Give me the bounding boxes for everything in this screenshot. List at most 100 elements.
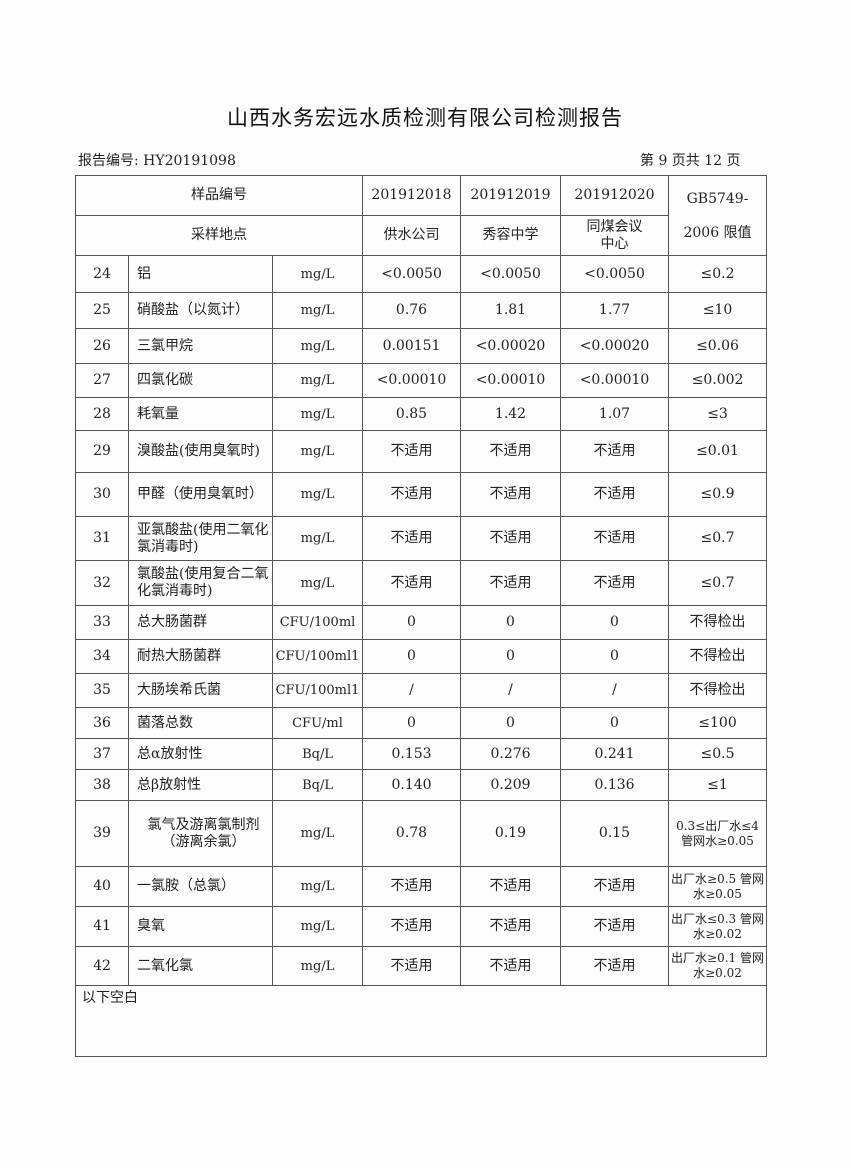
- limit-value: ≤0.7: [668, 516, 768, 561]
- value-sample-3: 不适用: [560, 472, 670, 517]
- unit: Bq/L: [271, 769, 364, 801]
- item-name: 氯酸盐(使用复合二氧化氯消毒时): [128, 560, 273, 606]
- value-sample-1: 不适用: [362, 866, 462, 907]
- unit: mg/L: [271, 946, 364, 986]
- limit-value: ≤0.5: [668, 738, 768, 770]
- item-name: 氯气及游离氯制剂（游离余氯）: [128, 800, 273, 867]
- value-sample-3: <0.00010: [560, 363, 670, 398]
- row-index: 36: [75, 707, 129, 739]
- sample-location: 供水公司: [362, 215, 462, 256]
- limit-value: ≤1: [668, 769, 768, 801]
- value-sample-1: 0.78: [362, 800, 462, 867]
- value-sample-1: 不适用: [362, 560, 462, 606]
- item-name: 菌落总数: [128, 707, 273, 739]
- table-row: 37 总α放射性 Bq/L 0.153 0.276 0.241 ≤0.5: [75, 738, 768, 770]
- limit-value: 0.3≤出厂水≤4 管网水≥0.05: [668, 800, 768, 867]
- row-index: 42: [75, 946, 129, 986]
- table-row: 39 氯气及游离氯制剂（游离余氯） mg/L 0.78 0.19 0.15 0.3≤出厂水≤…: [75, 800, 768, 867]
- value-sample-2: 不适用: [460, 906, 562, 947]
- row-index: 35: [75, 673, 129, 708]
- sample-no: 201912020: [560, 175, 670, 216]
- value-sample-3: 0.241: [560, 738, 670, 770]
- limit-value: ≤0.002: [668, 363, 768, 398]
- location-label: 采样地点: [74, 215, 364, 256]
- table-row: 29 溴酸盐(使用臭氧时) mg/L 不适用 不适用 不适用 ≤0.01: [75, 430, 768, 473]
- unit: mg/L: [271, 906, 364, 947]
- value-sample-2: 0: [460, 639, 562, 674]
- unit: CFU/ml: [271, 707, 364, 739]
- row-index: 39: [75, 800, 129, 867]
- value-sample-2: 0.276: [460, 738, 562, 770]
- unit: mg/L: [271, 328, 364, 364]
- unit: mg/L: [271, 560, 364, 606]
- row-index: 31: [75, 516, 129, 561]
- value-sample-2: <0.00010: [460, 363, 562, 398]
- row-index: 27: [75, 363, 129, 398]
- results-table: 样品编号 201912018 201912019 201912020 GB574…: [74, 175, 768, 1057]
- table-row: 33 总大肠菌群 CFU/100ml 0 0 0 不得检出: [75, 605, 768, 640]
- value-sample-1: 0: [362, 639, 462, 674]
- item-name: 亚氯酸盐(使用二氧化氯消毒时): [128, 516, 273, 561]
- limit-value: 不得检出: [668, 673, 768, 708]
- table-row: 38 总β放射性 Bq/L 0.140 0.209 0.136 ≤1: [75, 769, 768, 801]
- table-row: 25 硝酸盐（以氮计） mg/L 0.76 1.81 1.77 ≤10: [75, 292, 768, 329]
- item-name: 三氯甲烷: [128, 328, 273, 364]
- limit-value: ≤0.9: [668, 472, 768, 517]
- limit-value: 不得检出: [668, 605, 768, 640]
- value-sample-2: <0.0050: [460, 255, 562, 293]
- row-index: 33: [75, 605, 129, 640]
- unit: mg/L: [271, 292, 364, 329]
- value-sample-2: 0: [460, 707, 562, 739]
- value-sample-1: 不适用: [362, 906, 462, 947]
- unit: mg/L: [271, 866, 364, 907]
- value-sample-1: 不适用: [362, 472, 462, 517]
- value-sample-3: 1.77: [560, 292, 670, 329]
- value-sample-3: 0.136: [560, 769, 670, 801]
- limit-value: ≤3: [668, 397, 768, 431]
- value-sample-3: 不适用: [560, 430, 670, 473]
- sample-location: 同煤会议中心: [560, 215, 670, 256]
- value-sample-1: <0.00010: [362, 363, 462, 398]
- value-sample-1: 0: [362, 707, 462, 739]
- item-name: 硝酸盐（以氮计）: [128, 292, 273, 329]
- row-index: 32: [75, 560, 129, 606]
- value-sample-1: 0.140: [362, 769, 462, 801]
- value-sample-1: 0: [362, 605, 462, 640]
- unit: CFU/100ml1: [271, 639, 364, 674]
- table-row: 24 铝 mg/L <0.0050 <0.0050 <0.0050 ≤0.2: [75, 255, 768, 293]
- unit: mg/L: [271, 472, 364, 517]
- value-sample-1: 0.153: [362, 738, 462, 770]
- unit: mg/L: [271, 800, 364, 867]
- value-sample-3: 0.15: [560, 800, 670, 867]
- item-name: 大肠埃希氏菌: [128, 673, 273, 708]
- limit-value: 出厂水≥0.5 管网水≥0.05: [668, 866, 768, 907]
- table-row: 27 四氯化碳 mg/L <0.00010 <0.00010 <0.00010 ≤0.002: [75, 363, 768, 398]
- row-index: 34: [75, 639, 129, 674]
- item-name: 总α放射性: [128, 738, 273, 770]
- item-name: 耗氧量: [128, 397, 273, 431]
- unit: CFU/100ml1: [271, 673, 364, 708]
- item-name: 一氯胺（总氯）: [128, 866, 273, 907]
- value-sample-3: 不适用: [560, 516, 670, 561]
- value-sample-2: 1.81: [460, 292, 562, 329]
- value-sample-2: 0.19: [460, 800, 562, 867]
- limit-header: GB5749-2006 限值: [668, 175, 768, 256]
- value-sample-2: 不适用: [460, 472, 562, 517]
- report-title: 山西水务宏远水质检测有限公司检测报告: [227, 106, 623, 130]
- item-name: 四氯化碳: [128, 363, 273, 398]
- sample-location: 秀容中学: [460, 215, 562, 256]
- unit: mg/L: [271, 363, 364, 398]
- sample-no-label: 样品编号: [74, 175, 364, 216]
- table-row: 41 臭氧 mg/L 不适用 不适用 不适用 出厂水≤0.3 管网水≥0.02: [75, 906, 768, 947]
- unit: Bq/L: [271, 738, 364, 770]
- value-sample-2: <0.00020: [460, 328, 562, 364]
- row-index: 24: [75, 255, 129, 293]
- value-sample-1: 不适用: [362, 946, 462, 986]
- value-sample-2: 不适用: [460, 560, 562, 606]
- value-sample-1: 不适用: [362, 430, 462, 473]
- table-row: 26 三氯甲烷 mg/L 0.00151 <0.00020 <0.00020 ≤0.06: [75, 328, 768, 364]
- item-name: 耐热大肠菌群: [128, 639, 273, 674]
- unit: mg/L: [271, 255, 364, 293]
- table-row: 35 大肠埃希氏菌 CFU/100ml1// / 不得检出: [75, 673, 768, 708]
- row-index: 26: [75, 328, 129, 364]
